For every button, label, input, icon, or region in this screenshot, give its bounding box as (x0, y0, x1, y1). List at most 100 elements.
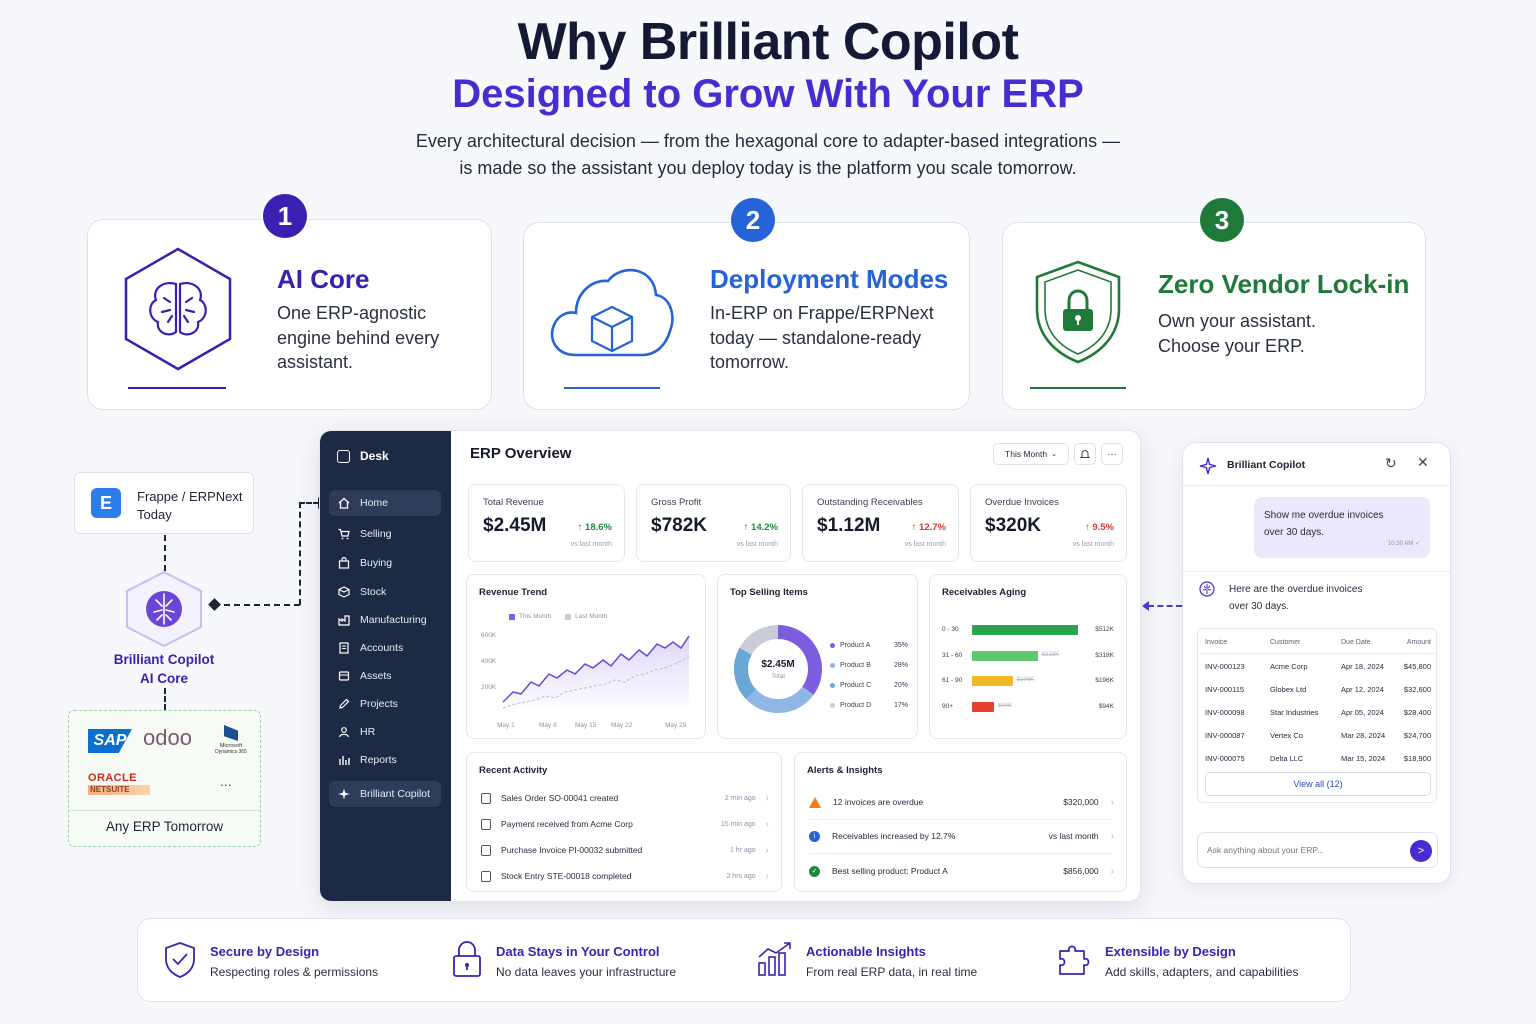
feature-title: Secure by Design (210, 944, 320, 959)
aging-bar (972, 701, 994, 712)
card-body: In-ERP on Frappe/ERPNext today — standal… (710, 301, 934, 375)
desk-label: Desk (360, 449, 389, 463)
aging-label: 0 - 30 (942, 626, 959, 633)
sidebar-item-buying[interactable]: Buying (329, 550, 441, 576)
card-title: AI Core (277, 264, 370, 294)
top-selling-panel: Top Selling Items $2.45M Total Product A… (717, 574, 918, 739)
y-tick: 400K (481, 658, 497, 665)
card-underline (564, 387, 660, 389)
cell-invoice: INV-000075 (1205, 753, 1245, 763)
table-row[interactable]: INV-000115 Globex Ltd Apr 12, 2024 $32,600 (1198, 678, 1438, 700)
view-all-button[interactable]: View all (12) (1205, 772, 1431, 796)
brain-core-icon (126, 570, 202, 648)
table-row[interactable]: INV-000087 Vertex Co Mar 28, 2024 $24,700 (1198, 724, 1438, 746)
message-time-text: 10:30 AM (1387, 541, 1414, 547)
aging-ghost-label: $196K (1016, 677, 1034, 683)
refresh-icon[interactable]: ↻ (1385, 455, 1397, 471)
divider (1183, 571, 1450, 572)
legend-dot (830, 642, 835, 648)
column-header: Amount (1406, 638, 1431, 646)
erp-sidebar: Desk Home Selling Buying Stock Manufactu… (320, 431, 451, 901)
chevron-right-icon: › (1110, 865, 1114, 877)
donut-center-label: Total (771, 673, 785, 680)
sidebar-item-label: Stock (360, 586, 387, 598)
sidebar-item-manufacturing[interactable]: Manufacturing (329, 607, 441, 633)
sidebar-item-label: Brilliant Copilot (360, 788, 431, 800)
kpi-delta: ↑ 18.6% (577, 522, 612, 533)
card-body-line: In-ERP on Frappe/ERPNext (710, 303, 934, 323)
chevron-down-icon: ⌄ (1051, 451, 1057, 458)
sidebar-item-assets[interactable]: Assets (329, 663, 441, 689)
card-body-line: Choose your ERP. (1158, 335, 1305, 356)
chat-input[interactable] (1207, 841, 1397, 859)
close-icon[interactable]: ✕ (1417, 454, 1429, 470)
cell-amount: $32,600 (1403, 684, 1431, 694)
puzzle-icon (1059, 945, 1090, 975)
legend-label: Product C (840, 681, 872, 689)
kpi-delta: ↑ 12.7% (911, 522, 946, 533)
user-message-line: over 30 days. (1264, 527, 1325, 538)
cell-customer: Vertex Co (1270, 730, 1303, 740)
assets-icon (337, 669, 351, 683)
more-options-button[interactable]: ··· (1101, 443, 1123, 465)
sidebar-item-brilliant-copilot[interactable]: Brilliant Copilot (329, 781, 441, 807)
activity-row[interactable]: Payment received from Acme Corp 15 min ag… (481, 813, 769, 835)
connector-line (1148, 605, 1182, 607)
send-arrow-icon: > (1417, 845, 1425, 857)
table-row[interactable]: INV-000098 Star Industries Apr 05, 2024 $28… (1198, 701, 1438, 723)
features-bar: Secure by Design Respecting roles & perm… (137, 918, 1351, 1002)
desk-header[interactable]: Desk (337, 449, 389, 463)
dynamics-logo-text: Dynamics 365 (215, 749, 247, 755)
erpnext-logo-icon: E (91, 488, 121, 518)
erp-title: ERP Overview (470, 445, 572, 462)
alerts-panel: Alerts & Insights 12 invoices are overdu… (794, 752, 1127, 892)
alert-row[interactable]: i Receivables increased by 12.7% vs last m… (809, 825, 1114, 847)
card-body-line: tomorrow. (710, 352, 790, 372)
cell-customer: Delta LLC (1270, 753, 1304, 763)
sidebar-item-label: Home (360, 497, 389, 509)
cell-invoice: INV-000087 (1205, 730, 1245, 740)
alert-row[interactable]: 12 invoices are overdue $320,000 › (809, 791, 1114, 813)
activity-row[interactable]: Sales Order SO-00041 created 2 min ago › (481, 787, 769, 809)
page-title: Why Brilliant Copilot (517, 13, 1019, 71)
legend-value: 35% (893, 641, 908, 649)
table-row[interactable]: INV-000123 Acme Corp Apr 18, 2024 $45,800 (1198, 655, 1438, 677)
alert-row[interactable]: ✓ Best selling product: Product A $856,000… (809, 860, 1114, 882)
activity-row[interactable]: Purchase Invoice PI-00032 submitted 1 hr … (481, 839, 769, 861)
feature-desc: Respecting roles & permissions (210, 965, 379, 979)
step-badge-3: 3 (1200, 198, 1244, 242)
kpi-label: Gross Profit (651, 497, 702, 508)
notification-button[interactable] (1074, 443, 1096, 465)
period-select-label: This Month (1005, 449, 1048, 459)
shield-check-icon (165, 942, 195, 978)
send-button[interactable]: > (1410, 840, 1432, 862)
frappe-label-line: Today (137, 507, 172, 522)
donut-chart (734, 625, 822, 713)
chat-input-box[interactable]: > (1197, 832, 1438, 868)
aging-bar (972, 625, 1078, 635)
card-body-line: Own your assistant. (1158, 311, 1317, 331)
sidebar-item-stock[interactable]: Stock (329, 579, 441, 605)
alert-text: Receivables increased by 12.7% (832, 831, 956, 841)
sidebar-item-accounts[interactable]: Accounts (329, 635, 441, 661)
kpi-label: Total Revenue (483, 497, 544, 508)
panel-title: Recent Activity (479, 765, 548, 776)
activity-row[interactable]: Stock Entry STE-00018 completed 2 hrs ago… (481, 865, 769, 887)
activity-time: 1 hr ago (729, 846, 756, 854)
sidebar-item-hr[interactable]: HR (329, 719, 441, 745)
activity-text: Stock Entry STE-00018 completed (501, 871, 632, 881)
sidebar-item-selling[interactable]: Selling (329, 521, 441, 547)
sidebar-item-home[interactable]: Home (329, 490, 441, 516)
activity-time: 2 min ago (724, 794, 756, 802)
legend-dot (830, 682, 835, 688)
period-select[interactable]: This Month ⌄ (993, 443, 1069, 465)
aging-ghost-label: $94K (998, 702, 1013, 709)
table-row[interactable]: INV-000075 Delta LLC Mar 15, 2024 $18,900 (1198, 747, 1438, 769)
more-erps: ... (220, 773, 232, 789)
cell-due-date: Apr 05, 2024 (1341, 707, 1384, 717)
user-message-line: Show me overdue invoices (1264, 510, 1384, 521)
document-icon (481, 870, 491, 882)
sidebar-item-projects[interactable]: Projects (329, 691, 441, 717)
sidebar-item-reports[interactable]: Reports (329, 747, 441, 773)
legend-label: Product A (840, 641, 871, 649)
